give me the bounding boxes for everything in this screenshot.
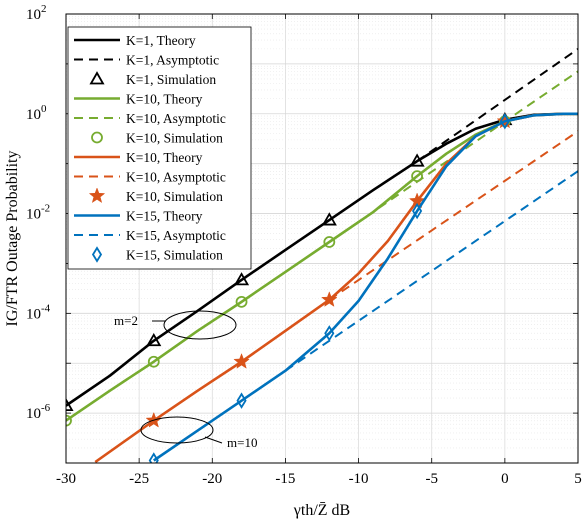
legend-label: K=15, Theory [126,209,203,224]
legend-entry: K=10, Simulation [91,131,223,146]
data-point [147,355,160,368]
data-point [499,113,510,130]
data-point [146,332,162,347]
series-line [416,48,578,162]
data-point [411,170,423,183]
legend-label: K=10, Simulation [126,189,223,204]
legend-entry: K=1, Simulation [89,71,216,87]
data-point [409,153,425,167]
data-point [324,325,335,342]
data-point [66,397,74,412]
legend-label: K=10, Asymptotic [126,111,226,126]
legend-marker [88,187,106,204]
x-tick-label: -10 [349,471,369,487]
y-tick-label: 100 [26,103,47,123]
grid [65,13,579,464]
data-point [233,353,250,369]
annotation-ellipse-m2 [163,310,237,340]
legend-label: K=15, Asymptotic [126,228,226,243]
legend-entry: K=10, Asymptotic [74,111,226,126]
legend-label: K=10, Theory [126,92,203,107]
legend-marker [91,131,103,144]
y-axis-label: IG/FTR Outage Probability [4,151,21,327]
x-tick-label: -5 [425,471,438,487]
legend-entry: K=10, Theory [74,150,203,165]
x-tick-label: 0 [501,471,509,487]
y-tick-label: 10-4 [26,302,51,322]
series-9 [153,112,578,462]
x-axis-label: γth/Z̄ dB [293,502,350,519]
x-tick-label: -30 [56,471,76,487]
legend-label: K=1, Asymptotic [126,53,219,68]
legend-marker [91,246,103,263]
legend-marker [89,71,105,85]
x-tick-label: -15 [275,471,295,487]
data-point [412,202,423,220]
data-point [235,295,248,308]
series-11 [148,113,510,463]
y-tick-label: 10-2 [26,203,50,223]
legend-entry: K=15, Simulation [91,246,223,263]
annotations: m=2 m=10 [114,310,257,450]
legend-entry: K=10, Theory [74,92,203,107]
legend-entry: K=15, Theory [74,209,203,224]
data-point [233,272,250,286]
annotation-m2: m=2 [114,313,138,328]
legend-label: K=15, Simulation [126,248,223,263]
data-point [321,212,337,226]
legend-entry: K=10, Simulation [88,187,223,204]
data-point [66,414,72,427]
legend-label: K=1, Theory [126,33,196,48]
legend-box [67,26,252,270]
annotation-m10: m=10 [227,435,257,450]
x-tick-label: -25 [129,471,149,487]
legend: K=1, Theory K=1, Asymptotic K=1, Simulatio… [67,26,252,270]
data-point [323,236,336,248]
data-point [321,291,338,307]
y-tick-label: 102 [26,3,47,23]
data-point [236,392,247,409]
legend-entry: K=15, Asymptotic [74,228,226,243]
legend-label: K=10, Asymptotic [126,170,226,185]
series-7 [328,130,578,301]
legend-label: K=1, Simulation [126,72,216,87]
legend-entry: K=1, Asymptotic [74,53,219,68]
x-tick-label: -20 [202,471,222,487]
legend-label: K=10, Theory [126,150,203,165]
legend-entry: K=1, Theory [74,33,196,48]
legend-label: K=10, Simulation [126,131,223,146]
x-tick-label: 5 [574,471,582,487]
data-point [148,452,159,463]
annotation-ellipse-m10 [140,416,214,444]
series-line [328,130,578,301]
tick-labels: -30 -25 -20 -15 -10 -5 0 5 102 100 10-2 10-4 10-6 [26,3,582,487]
annotation-leader-m10 [204,436,223,444]
y-tick-label: 10-6 [26,402,51,422]
plot-frame [65,13,579,464]
series-line [153,112,578,462]
series-1 [416,48,578,162]
legend-entry: K=10, Asymptotic [74,170,226,185]
